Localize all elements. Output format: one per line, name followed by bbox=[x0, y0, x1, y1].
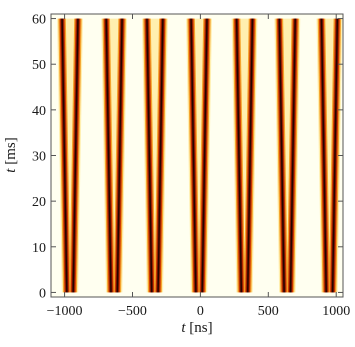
stripe-pair bbox=[141, 18, 168, 293]
x-tick-label: 0 bbox=[197, 304, 204, 319]
y-tick-label: 0 bbox=[39, 286, 46, 301]
y-tick-label: 30 bbox=[32, 150, 46, 165]
y-axis-label: t [ms] bbox=[3, 137, 19, 172]
x-tick-label: −500 bbox=[118, 304, 147, 319]
tick-labels: −1000 −500 0 500 1000 0 10 20 30 40 50 60 bbox=[32, 13, 350, 319]
stripe-pair bbox=[101, 18, 128, 293]
heatmap-stripes bbox=[57, 18, 343, 293]
y-tick-label: 60 bbox=[32, 13, 46, 28]
y-tick-label: 20 bbox=[32, 195, 46, 210]
y-tick-label: 10 bbox=[32, 241, 46, 256]
stripe-pair bbox=[186, 18, 212, 293]
stripe-pair bbox=[231, 18, 258, 293]
y-tick-label: 40 bbox=[32, 104, 46, 119]
x-tick-label: 500 bbox=[258, 304, 279, 319]
stripe-pair bbox=[316, 18, 343, 293]
y-tick-label: 50 bbox=[32, 58, 46, 73]
x-tick-label: −1000 bbox=[47, 304, 83, 319]
x-tick-label: 1000 bbox=[322, 304, 350, 319]
stripe-pair bbox=[274, 18, 301, 293]
stripe-pair bbox=[57, 18, 83, 293]
x-axis-label: t [ns] bbox=[181, 320, 212, 336]
tick-marks bbox=[51, 14, 343, 297]
